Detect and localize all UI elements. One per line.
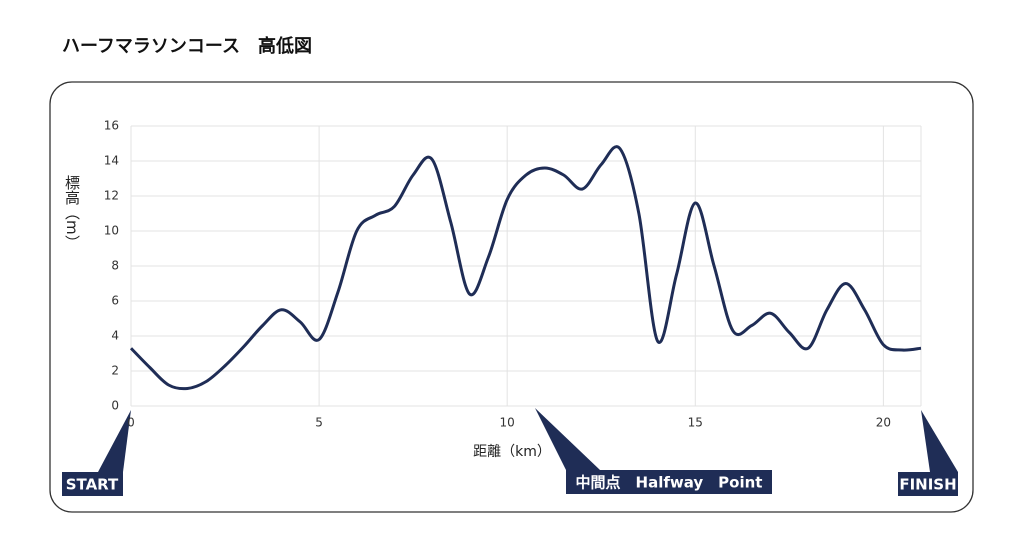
- start-box: [62, 472, 123, 496]
- y-axis-label: 標高（m）: [63, 175, 81, 250]
- halfway-label: 中間点 Halfway Point: [576, 474, 763, 492]
- y-tick-label: 0: [111, 399, 119, 413]
- y-tick-label: 12: [104, 189, 119, 203]
- x-axis-label: 距離（km）: [473, 443, 551, 460]
- y-tick-label: 16: [104, 119, 119, 133]
- y-tick-label: 10: [104, 224, 119, 238]
- x-tick-label: 15: [688, 416, 703, 430]
- elevation-line: [129, 145, 922, 391]
- x-tick-label: 20: [876, 416, 891, 430]
- halfway-pointer: [535, 408, 600, 470]
- y-tick-label: 6: [111, 294, 119, 308]
- chart-title: ハーフマラソンコース 高低図: [62, 35, 312, 57]
- finish-box: [898, 472, 958, 496]
- y-tick-label: 8: [111, 259, 119, 273]
- start-label: START: [66, 476, 119, 494]
- y-tick-label: 4: [111, 329, 119, 343]
- start-pointer: [98, 410, 131, 472]
- finish-pointer: [921, 410, 958, 472]
- halfway-box: [566, 470, 772, 494]
- finish-label: FINISH: [899, 476, 956, 494]
- x-tick-label: 10: [500, 416, 515, 430]
- y-tick-label: 2: [111, 364, 119, 378]
- y-tick-label: 14: [104, 154, 119, 168]
- x-tick-label: 0: [127, 416, 135, 430]
- frame: [49, 81, 974, 513]
- x-tick-label: 5: [315, 416, 323, 430]
